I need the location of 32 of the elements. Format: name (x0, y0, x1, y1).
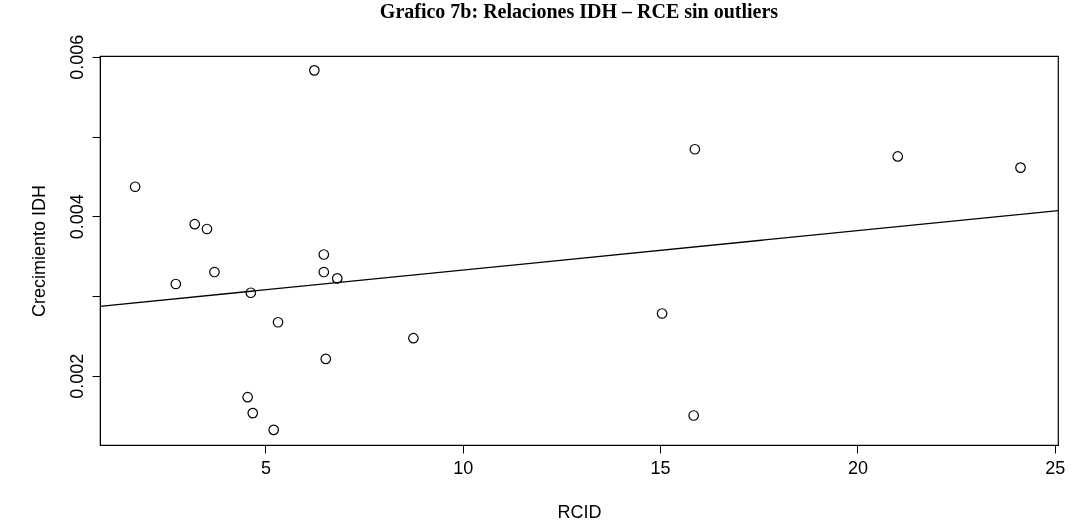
y-axis-title: Crecimiento IDH (28, 184, 49, 318)
point (308, 65, 320, 76)
point (331, 273, 343, 284)
point (242, 391, 253, 403)
y-tick-label: 0.004 (66, 194, 87, 240)
point (247, 407, 259, 419)
chart-title: Grafico 7b: Relaciones IDH – RCE sin outliers (379, 0, 779, 23)
point (689, 143, 701, 155)
point (408, 332, 419, 344)
y-tick-label: 0.002 (66, 353, 87, 399)
point (209, 266, 220, 278)
x-tick-label: 15 (650, 457, 671, 478)
point (201, 223, 213, 235)
point (318, 249, 330, 260)
x-tick-label: 25 (1045, 457, 1066, 478)
point (189, 218, 201, 230)
x-tick-label: 5 (260, 457, 271, 478)
x-axis-title: RCID (557, 501, 602, 522)
x-tick-label: 20 (847, 457, 868, 478)
point (318, 266, 330, 278)
point (320, 353, 332, 365)
point (245, 287, 257, 299)
y-tick-label: 0.006 (66, 34, 87, 80)
point (688, 410, 700, 421)
point (268, 424, 280, 436)
x-tick-label: 10 (453, 457, 474, 478)
point (1015, 162, 1026, 173)
point (170, 278, 182, 290)
point (656, 308, 668, 319)
point (892, 151, 904, 162)
point (272, 316, 284, 328)
point (129, 181, 141, 193)
